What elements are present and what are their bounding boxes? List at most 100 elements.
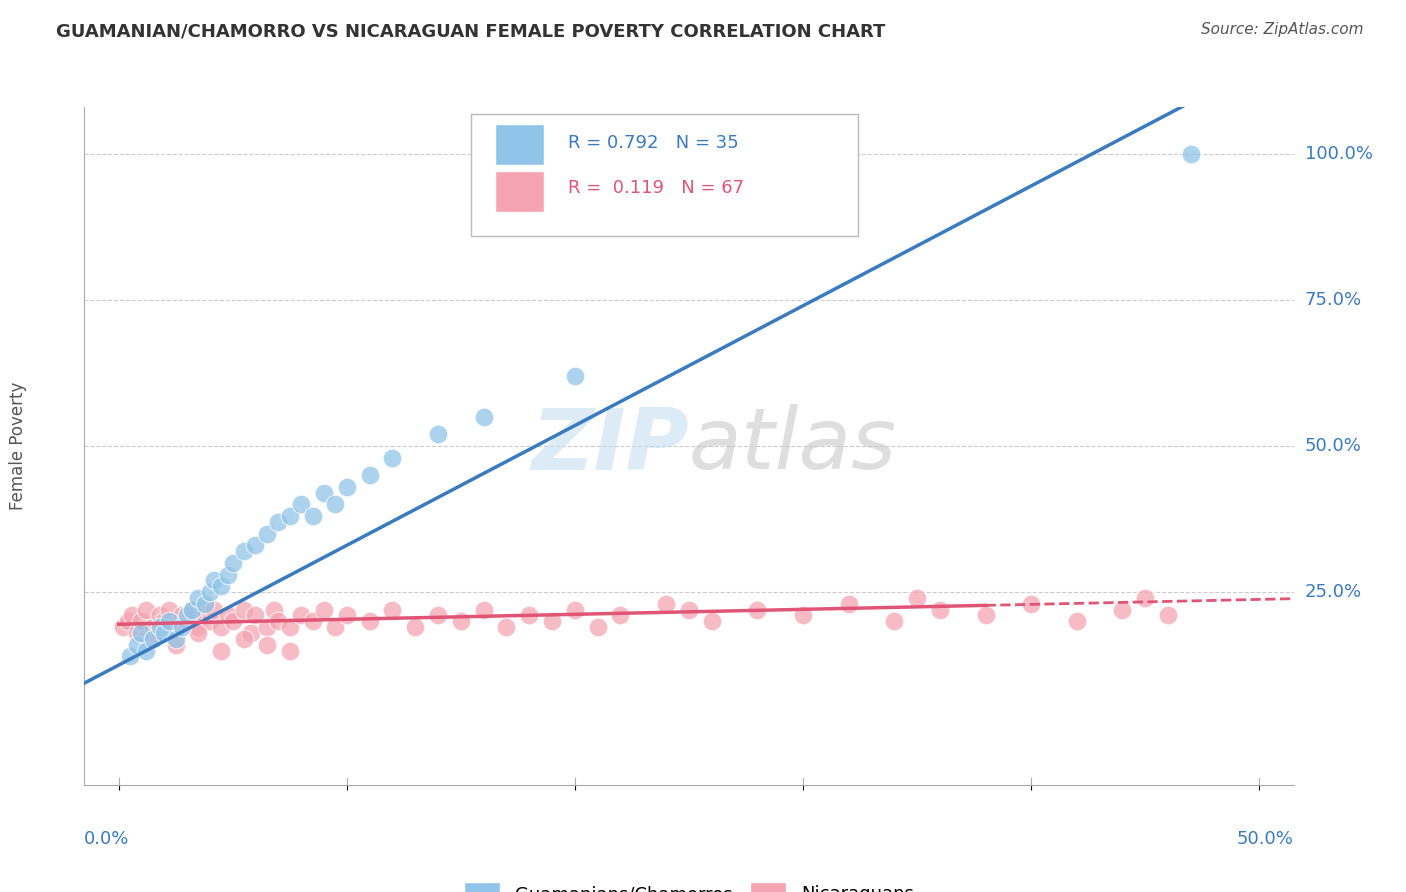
Point — [198, 615, 221, 629]
Point — [245, 538, 267, 552]
FancyBboxPatch shape — [495, 124, 544, 165]
Point — [187, 626, 209, 640]
Point — [142, 620, 165, 634]
Point — [176, 615, 198, 629]
Point — [586, 620, 609, 634]
Legend: Guamanians/Chamorros, Nicaraguans: Guamanians/Chamorros, Nicaraguans — [457, 875, 921, 892]
Point — [180, 602, 202, 616]
Point — [149, 620, 172, 634]
Point — [905, 591, 928, 605]
Text: ZIP: ZIP — [531, 404, 689, 488]
Text: GUAMANIAN/CHAMORRO VS NICARAGUAN FEMALE POVERTY CORRELATION CHART: GUAMANIAN/CHAMORRO VS NICARAGUAN FEMALE … — [56, 22, 886, 40]
Point — [323, 498, 346, 512]
Point — [221, 615, 243, 629]
Text: 25.0%: 25.0% — [1305, 583, 1362, 601]
Text: 50.0%: 50.0% — [1305, 437, 1361, 455]
Point — [149, 608, 172, 623]
Point — [112, 620, 135, 634]
FancyBboxPatch shape — [495, 171, 544, 212]
Point — [1066, 615, 1088, 629]
Point — [125, 638, 148, 652]
Point — [359, 615, 381, 629]
Point — [928, 602, 950, 616]
Point — [217, 567, 239, 582]
FancyBboxPatch shape — [471, 114, 858, 235]
Text: 100.0%: 100.0% — [1305, 145, 1372, 163]
Point — [209, 579, 232, 593]
Point — [121, 608, 143, 623]
Point — [278, 643, 301, 657]
Text: Female Poverty: Female Poverty — [8, 382, 27, 510]
Point — [301, 615, 323, 629]
Point — [194, 608, 217, 623]
Point — [165, 638, 187, 652]
Point — [198, 585, 221, 599]
Point — [118, 649, 141, 664]
Point — [359, 468, 381, 483]
Point — [256, 620, 278, 634]
Point — [256, 526, 278, 541]
Point — [1157, 608, 1180, 623]
Point — [278, 509, 301, 524]
Point — [142, 632, 165, 646]
Point — [1135, 591, 1157, 605]
Point — [153, 615, 176, 629]
Text: R = 0.792   N = 35: R = 0.792 N = 35 — [568, 134, 738, 152]
Point — [1019, 597, 1042, 611]
Point — [157, 615, 180, 629]
Point — [142, 632, 165, 646]
Point — [700, 615, 723, 629]
Point — [450, 615, 472, 629]
Point — [209, 643, 232, 657]
Point — [312, 602, 335, 616]
Point — [747, 602, 769, 616]
Text: 75.0%: 75.0% — [1305, 291, 1362, 309]
Point — [263, 602, 285, 616]
Text: Source: ZipAtlas.com: Source: ZipAtlas.com — [1201, 22, 1364, 37]
Point — [267, 615, 290, 629]
Text: 0.0%: 0.0% — [84, 830, 129, 847]
Text: atlas: atlas — [689, 404, 897, 488]
Point — [541, 615, 564, 629]
Point — [202, 602, 225, 616]
Point — [233, 632, 256, 646]
Point — [609, 608, 631, 623]
Point — [472, 602, 495, 616]
Point — [336, 480, 359, 494]
Point — [564, 602, 586, 616]
Point — [157, 602, 180, 616]
Point — [1111, 602, 1133, 616]
Point — [217, 608, 239, 623]
Point — [1180, 146, 1202, 161]
Point — [678, 602, 700, 616]
Point — [838, 597, 860, 611]
Point — [180, 602, 202, 616]
Point — [472, 409, 495, 424]
Point — [202, 574, 225, 588]
Point — [209, 620, 232, 634]
Point — [312, 485, 335, 500]
Point — [404, 620, 426, 634]
Point — [256, 638, 278, 652]
Text: R =  0.119   N = 67: R = 0.119 N = 67 — [568, 179, 744, 197]
Point — [135, 643, 157, 657]
Point — [233, 544, 256, 558]
Point — [131, 626, 153, 640]
Point — [245, 608, 267, 623]
Point — [427, 427, 450, 442]
Point — [564, 368, 586, 383]
Point — [517, 608, 540, 623]
Point — [278, 620, 301, 634]
Point — [381, 602, 404, 616]
Point — [495, 620, 517, 634]
Point — [187, 591, 209, 605]
Point — [427, 608, 450, 623]
Point — [187, 620, 209, 634]
Point — [194, 597, 217, 611]
Point — [221, 556, 243, 570]
Point — [267, 515, 290, 529]
Point — [883, 615, 905, 629]
Point — [301, 509, 323, 524]
Point — [974, 608, 997, 623]
Point — [336, 608, 359, 623]
